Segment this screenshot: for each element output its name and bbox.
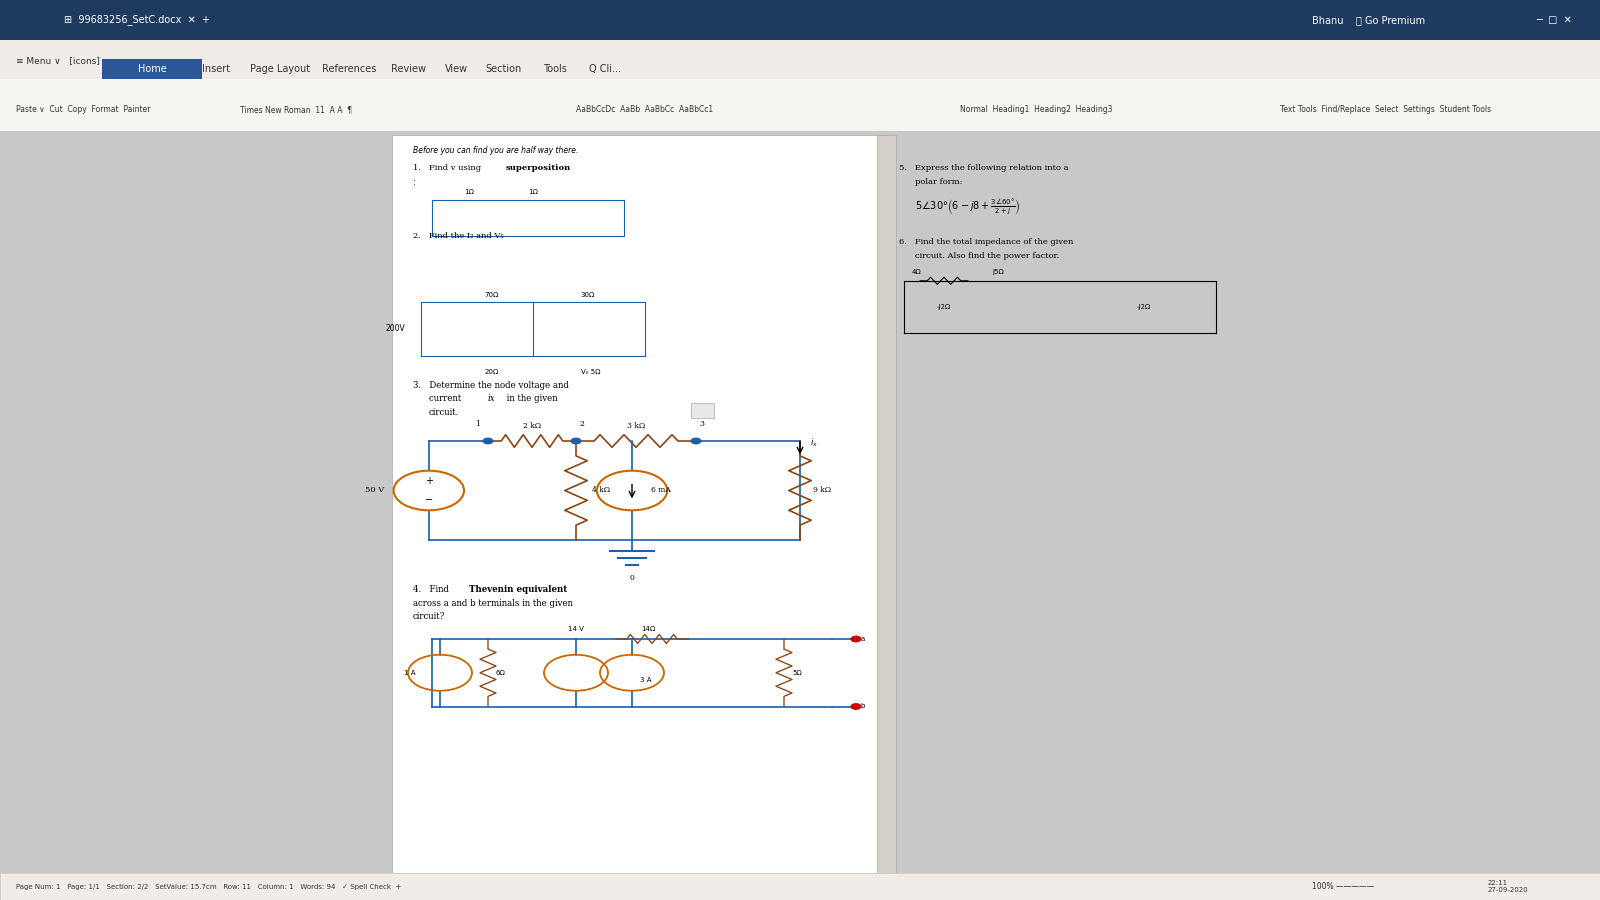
- Bar: [392, 135, 888, 873]
- Text: 2 kΩ: 2 kΩ: [523, 422, 541, 430]
- Text: 30Ω: 30Ω: [581, 292, 595, 298]
- Text: 5Ω: 5Ω: [792, 670, 802, 676]
- Text: Bhanu    ⓖ Go Premium: Bhanu ⓖ Go Premium: [1312, 14, 1426, 25]
- Text: b: b: [861, 704, 866, 709]
- Bar: [0, 130, 392, 900]
- Text: +: +: [426, 476, 432, 487]
- Text: 6.   Find the total impedance of the given: 6. Find the total impedance of the given: [899, 238, 1074, 247]
- Text: 4 kΩ: 4 kΩ: [592, 487, 610, 494]
- Text: polar form:: polar form:: [915, 178, 963, 186]
- Text: Normal  Heading1  Heading2  Heading3: Normal Heading1 Heading2 Heading3: [960, 105, 1112, 114]
- Text: References: References: [322, 64, 376, 75]
- Text: ⊞  99683256_SetC.docx  ✕  +: ⊞ 99683256_SetC.docx ✕ +: [64, 14, 210, 25]
- Text: 200V: 200V: [386, 324, 405, 333]
- Text: Times New Roman  11  A A  ¶: Times New Roman 11 A A ¶: [240, 105, 352, 114]
- Text: 14 V: 14 V: [568, 626, 584, 632]
- Text: 9 kΩ: 9 kΩ: [813, 487, 830, 494]
- Text: 20Ω: 20Ω: [485, 369, 499, 375]
- Text: 1.   Find v using: 1. Find v using: [413, 164, 482, 172]
- Text: 3: 3: [699, 420, 704, 428]
- Text: $5\angle30°\left(6-j8+\frac{3\angle60°}{2+j}\right)$: $5\angle30°\left(6-j8+\frac{3\angle60°}{…: [915, 198, 1021, 217]
- Bar: [877, 135, 896, 873]
- Text: circuit?: circuit?: [413, 612, 445, 621]
- Text: Tools: Tools: [544, 64, 566, 75]
- Text: AaBbCcDc  AaBb  AaBbCc  AaBbCc1: AaBbCcDc AaBb AaBbCc AaBbCc1: [576, 105, 714, 114]
- Circle shape: [851, 636, 861, 642]
- Text: −: −: [424, 494, 434, 505]
- Text: 50 V: 50 V: [365, 487, 384, 494]
- Text: -j2Ω: -j2Ω: [1138, 304, 1150, 310]
- Text: -j2Ω: -j2Ω: [938, 304, 950, 310]
- Text: circuit.: circuit.: [429, 408, 459, 417]
- Text: 3.   Determine the node voltage and: 3. Determine the node voltage and: [413, 381, 568, 390]
- Text: 5.   Express the following relation into a: 5. Express the following relation into a: [899, 164, 1069, 172]
- Text: 6 mA: 6 mA: [651, 487, 670, 494]
- Text: Q Cli...: Q Cli...: [589, 64, 621, 75]
- Text: Page Layout: Page Layout: [250, 64, 310, 75]
- Text: 100% —————: 100% —————: [1312, 882, 1374, 891]
- Text: ix: ix: [488, 394, 496, 403]
- Circle shape: [691, 438, 701, 444]
- Text: :: :: [413, 178, 418, 187]
- Text: 3 A: 3 A: [640, 677, 651, 683]
- Text: a: a: [861, 636, 866, 642]
- Text: Insert: Insert: [202, 64, 230, 75]
- Circle shape: [394, 471, 464, 510]
- Bar: [0, 873, 1600, 900]
- Text: Paste ∨  Cut  Copy  Format  Painter: Paste ∨ Cut Copy Format Painter: [16, 105, 150, 114]
- Text: 70Ω: 70Ω: [485, 292, 499, 298]
- Text: 1Ω: 1Ω: [464, 189, 474, 195]
- Circle shape: [483, 438, 493, 444]
- Bar: [0, 0, 1600, 40]
- Text: 1 A: 1 A: [405, 670, 416, 676]
- Text: ≡ Menu ∨   [icons]: ≡ Menu ∨ [icons]: [16, 56, 99, 65]
- Text: $i_x$: $i_x$: [810, 436, 818, 449]
- Text: Thevenin equivalent: Thevenin equivalent: [469, 585, 566, 594]
- Text: Text Tools  Find/Replace  Select  Settings  Student Tools: Text Tools Find/Replace Select Settings …: [1280, 105, 1491, 114]
- Text: 0: 0: [629, 574, 635, 582]
- Circle shape: [571, 438, 581, 444]
- Text: V₀ 5Ω: V₀ 5Ω: [581, 369, 600, 375]
- Text: 2: 2: [579, 420, 584, 428]
- Text: 1Ω: 1Ω: [528, 189, 538, 195]
- Text: superposition: superposition: [506, 164, 571, 172]
- Text: 1: 1: [475, 420, 480, 428]
- Text: 6Ω: 6Ω: [496, 670, 506, 676]
- Bar: [0, 79, 1600, 130]
- Circle shape: [597, 471, 667, 510]
- Text: Page Num: 1   Page: 1/1   Section: 2/2   SetValue: 15.7cm   Row: 11   Column: 1 : Page Num: 1 Page: 1/1 Section: 2/2 SetVa…: [16, 884, 402, 889]
- Text: ─  □  ✕: ─ □ ✕: [1536, 14, 1571, 25]
- Bar: [888, 130, 1600, 900]
- Text: 22:11
27-09-2020: 22:11 27-09-2020: [1488, 880, 1528, 893]
- Text: current: current: [429, 394, 464, 403]
- Text: 4Ω: 4Ω: [912, 269, 922, 275]
- Bar: [0, 40, 1600, 79]
- Text: 2.   Find the I₂ and V₅: 2. Find the I₂ and V₅: [413, 232, 504, 240]
- Text: Review: Review: [390, 64, 426, 75]
- Text: across a and b terminals in the given: across a and b terminals in the given: [413, 598, 573, 608]
- Text: 4.   Find: 4. Find: [413, 585, 451, 594]
- Circle shape: [851, 704, 861, 709]
- Text: j5Ω: j5Ω: [992, 269, 1003, 275]
- Text: circuit. Also find the power factor.: circuit. Also find the power factor.: [915, 252, 1059, 260]
- Text: Before you can find you are half way there.: Before you can find you are half way the…: [413, 146, 578, 155]
- Text: in the given: in the given: [504, 394, 558, 403]
- Text: Section: Section: [486, 64, 522, 75]
- Text: 3 kΩ: 3 kΩ: [627, 422, 645, 430]
- Bar: [691, 403, 714, 418]
- Text: View: View: [445, 64, 467, 75]
- Text: 14Ω: 14Ω: [642, 626, 654, 632]
- Bar: [102, 59, 202, 79]
- Text: Home: Home: [138, 64, 166, 75]
